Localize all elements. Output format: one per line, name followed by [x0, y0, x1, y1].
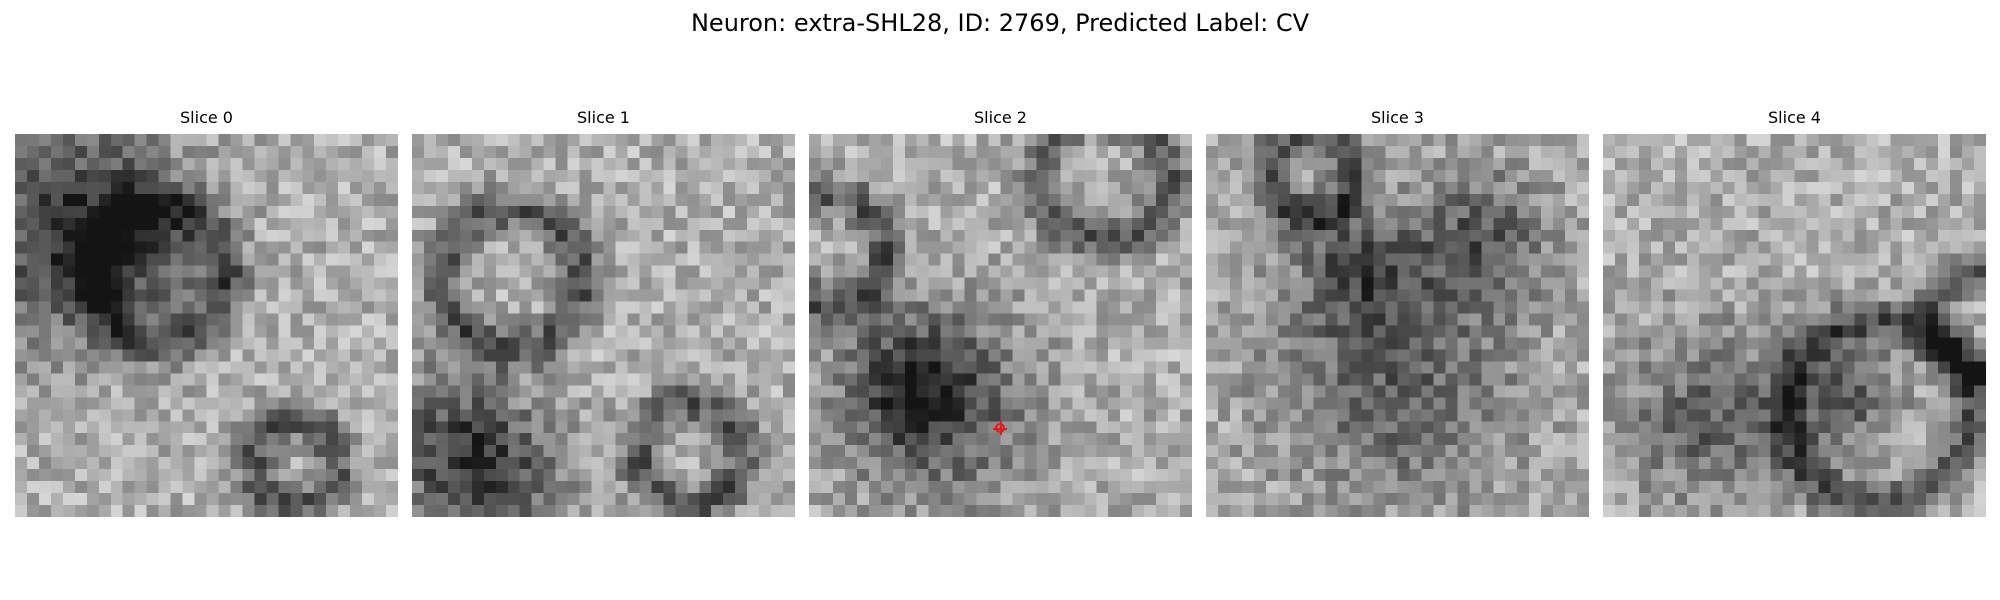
slice-image	[15, 134, 398, 517]
slice-panel-3: Slice 3	[1206, 108, 1589, 517]
slice-title: Slice 3	[1371, 108, 1424, 127]
slice-title: Slice 1	[577, 108, 630, 127]
slice-title: Slice 2	[974, 108, 1027, 127]
slice-image	[1206, 134, 1589, 517]
slice-image	[809, 134, 1192, 517]
slice-image	[412, 134, 795, 517]
slice-title: Slice 4	[1768, 108, 1821, 127]
slice-panel-4: Slice 4	[1603, 108, 1986, 517]
slice-panel-2: Slice 2	[809, 108, 1192, 517]
slice-title: Slice 0	[180, 108, 233, 127]
figure-title: Neuron: extra-SHL28, ID: 2769, Predicted…	[690, 9, 1310, 37]
slice-panel-0: Slice 0	[15, 108, 398, 517]
slice-image	[1603, 134, 1986, 517]
slice-panel-1: Slice 1	[412, 108, 795, 517]
